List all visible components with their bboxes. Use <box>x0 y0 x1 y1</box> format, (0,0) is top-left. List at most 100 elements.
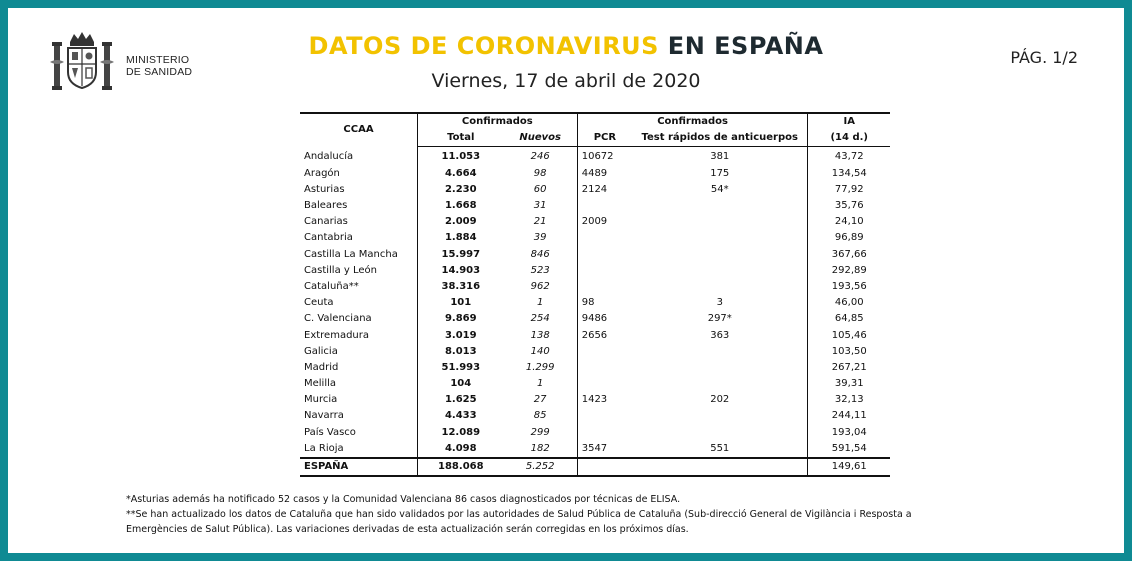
table-row: Cantabria 1.884 39 96,89 <box>300 230 890 247</box>
page-number: PÁG. 1/2 <box>1010 48 1078 67</box>
cell-pcr <box>577 344 632 360</box>
cell-pcr <box>577 376 632 392</box>
cell-total: 15.997 <box>416 246 504 263</box>
cell-ccaa: La Rioja <box>304 442 344 454</box>
cell-total: 4.664 <box>416 165 504 182</box>
table-row: Galicia 8.013 140 103,50 <box>300 343 890 360</box>
cell-total: 11.053 <box>416 146 504 166</box>
cell-nuevos: 27 <box>503 392 578 409</box>
table-row: Navarra 4.433 85 244,11 <box>300 408 890 425</box>
table-row: Melilla 104 1 39,31 <box>300 376 890 393</box>
cell-nuevos: 140 <box>503 343 578 360</box>
cell-total: 4.433 <box>416 408 504 425</box>
cell-test-rapidos <box>632 262 809 279</box>
cell-ia: 32,13 <box>834 394 864 406</box>
cell-ia: 64,85 <box>834 313 864 325</box>
coat-of-arms-icon <box>50 32 114 90</box>
title-rest: EN ESPAÑA <box>658 32 824 60</box>
cell-total: 12.089 <box>416 424 504 441</box>
cell-ccaa: Cantabria <box>304 232 353 244</box>
cell-ccaa: Asturias <box>304 183 345 195</box>
table-row: Murcia 1.625 27 1423 202 32,13 <box>300 392 890 409</box>
cell-ccaa: Melilla <box>304 378 337 390</box>
table-row: Madrid 51.993 1.299 267,21 <box>300 359 890 376</box>
cell-nuevos: 31 <box>503 197 578 215</box>
cell-test-rapidos <box>632 343 809 360</box>
cell-ia: 267,21 <box>831 361 867 373</box>
cell-nuevos: 85 <box>503 408 578 425</box>
cell-pcr <box>577 279 632 295</box>
table-row: Canarias 2.009 21 2009 24,10 <box>300 214 890 231</box>
cell-pcr <box>577 456 633 478</box>
cell-test-rapidos <box>632 456 809 478</box>
cell-test-rapidos: 54* <box>632 181 809 198</box>
table-row: Ceuta 101 1 98 3 46,00 <box>300 295 890 312</box>
cell-nuevos: 523 <box>503 262 578 279</box>
cell-nuevos: 60 <box>503 181 578 198</box>
cell-total: 1.884 <box>416 230 504 247</box>
cell-ia: 591,54 <box>831 442 867 454</box>
cell-test-rapidos: 3 <box>632 295 809 312</box>
cell-pcr: 2124 <box>581 183 608 195</box>
cell-test-rapidos: 381 <box>632 146 809 166</box>
table-row: Baleares 1.668 31 35,76 <box>300 197 890 215</box>
cell-total: 1.625 <box>416 392 504 409</box>
table-row: Castilla La Mancha 15.997 846 367,66 <box>300 246 890 263</box>
cell-pcr: 3547 <box>581 442 608 454</box>
cell-pcr <box>577 198 632 214</box>
cell-ccaa: Galicia <box>304 345 338 357</box>
ministry-line1: MINISTERIO <box>126 54 190 66</box>
cell-ia: 193,56 <box>831 280 867 292</box>
cell-pcr: 9486 <box>581 313 608 325</box>
cell-test-rapidos: 202 <box>632 392 809 409</box>
cell-ccaa: C. Valenciana <box>304 313 372 325</box>
cell-ia: 292,89 <box>831 264 867 276</box>
header-nuevos: Nuevos <box>503 130 578 148</box>
cell-total: 51.993 <box>416 359 504 376</box>
report-card: MINISTERIO DE SANIDAD DATOS DE CORONAVIR… <box>8 8 1124 553</box>
ministry-line2: DE SANIDAD <box>126 66 193 78</box>
ministry-name: MINISTERIO DE SANIDAD <box>126 54 192 78</box>
footnote-cataluna-line2: Emergències de Salut Pública). Las varia… <box>126 524 689 535</box>
cell-pcr: 2656 <box>581 329 608 341</box>
cell-ccaa: País Vasco <box>304 426 356 438</box>
table-row: Extremadura 3.019 138 2656 363 105,46 <box>300 327 890 344</box>
cell-ccaa: Murcia <box>304 394 338 406</box>
cell-total: 1.668 <box>416 197 504 215</box>
cell-nuevos: 254 <box>503 311 578 328</box>
table-row: Aragón 4.664 98 4489 175 134,54 <box>300 165 890 182</box>
cell-nuevos: 5.252 <box>503 456 578 478</box>
cell-test-rapidos <box>632 424 809 441</box>
header-ia-14d: (14 d.) <box>807 130 890 148</box>
cell-ia: 367,66 <box>831 248 867 260</box>
cell-pcr: 98 <box>581 297 595 309</box>
cell-test-rapidos: 363 <box>632 327 809 344</box>
cell-total: 3.019 <box>416 327 504 344</box>
ministry-logo: MINISTERIO DE SANIDAD <box>48 28 208 98</box>
footnote-cataluna-line1: **Se han actualizado los datos de Catalu… <box>126 509 912 520</box>
cell-nuevos: 21 <box>503 214 578 231</box>
table-row: Andalucía 11.053 246 10672 381 43,72 <box>300 146 890 166</box>
cell-total: 8.013 <box>416 343 504 360</box>
cell-total: 101 <box>416 295 504 312</box>
cell-ia: 35,76 <box>834 200 864 212</box>
cell-ia: 39,31 <box>834 378 864 390</box>
cell-nuevos: 1 <box>503 295 578 312</box>
title-highlight: DATOS DE CORONAVIRUS <box>308 32 659 60</box>
table-row: Asturias 2.230 60 2124 54* 77,92 <box>300 181 890 198</box>
cell-total: 14.903 <box>416 262 504 279</box>
cell-ia: 134,54 <box>831 167 867 179</box>
table-row: Castilla y León 14.903 523 292,89 <box>300 262 890 279</box>
cell-total: 2.009 <box>416 214 504 231</box>
cell-ccaa: Castilla La Mancha <box>304 248 398 260</box>
cases-table: CCAA Confirmados Confirmados IA Total Nu… <box>300 111 890 478</box>
cell-test-rapidos <box>632 230 809 247</box>
cell-test-rapidos <box>632 246 809 263</box>
page-title: DATOS DE CORONAVIRUS EN ESPAÑA <box>8 32 1124 60</box>
cell-ia: 244,11 <box>831 410 867 422</box>
header-ccaa: CCAA <box>300 112 418 147</box>
cell-nuevos: 299 <box>503 424 578 441</box>
header-pcr: PCR <box>577 130 633 148</box>
table-total-row: ESPAÑA 188.068 5.252 149,61 <box>300 456 890 478</box>
cell-ccaa: Andalucía <box>304 151 354 163</box>
